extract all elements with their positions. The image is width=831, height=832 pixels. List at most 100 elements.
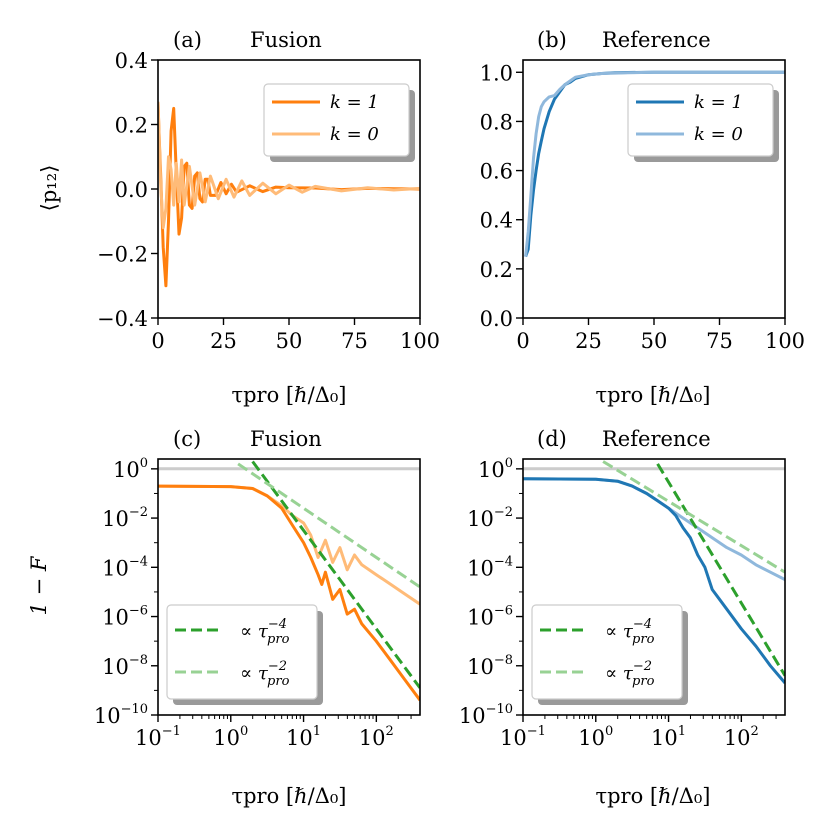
tick-base: 10 <box>135 726 162 750</box>
legend-label: ∝ τ−4 pro <box>240 617 290 647</box>
tick-exp: 0 <box>240 724 248 739</box>
legend-label: k = 1 <box>330 92 379 113</box>
tick-base: 10 <box>467 655 494 679</box>
series-line <box>524 70 785 257</box>
tick-base: 10 <box>213 726 240 750</box>
panel-d-ytick-label: 10−2 <box>467 505 513 531</box>
panel-d-plot-area <box>523 460 785 684</box>
tick-exp: −8 <box>129 653 148 668</box>
panel-c-ytick-label: 10−8 <box>102 653 148 679</box>
panel-a-title: Fusion <box>250 28 322 52</box>
legend-sub: pro <box>632 674 655 689</box>
panel-c-ytick-label: 10−6 <box>102 604 148 630</box>
panel-d-xtick-label: 10−1 <box>500 724 546 750</box>
legend-text: ∝ τ <box>240 663 269 684</box>
panel-b-title: Reference <box>602 28 711 52</box>
tick-exp: 2 <box>751 724 759 739</box>
panel-b-ytick-label: 0.6 <box>480 160 513 184</box>
tick-base: 10 <box>102 606 129 630</box>
legend-sup: −4 <box>268 617 287 632</box>
series-line <box>158 101 420 288</box>
panel-d-xtick-label: 102 <box>724 724 759 750</box>
tick-exp: −2 <box>494 505 513 520</box>
panel-b-xlabel: τpro [ℏ/Δ₀] <box>596 383 711 407</box>
panel-d-xtick-labels: 10−1 100 101 102 <box>500 724 759 750</box>
panel-c-xtick-label: 100 <box>213 724 248 750</box>
panel-a-xlabel: τpro [ℏ/Δ₀] <box>232 383 347 407</box>
tick-base: 10 <box>651 726 678 750</box>
panel-c-plot-area <box>158 460 420 702</box>
panel-a-ticks <box>151 59 421 325</box>
tick-base: 10 <box>467 556 494 580</box>
legend-label: k = 1 <box>694 92 743 113</box>
panel-d-ytick-label: 10−6 <box>467 604 513 630</box>
panel-c-ytick-label: 10−10 <box>94 702 148 728</box>
tick-base: 10 <box>467 606 494 630</box>
panel-b-plot-area <box>524 70 785 258</box>
legend-box <box>166 604 318 700</box>
legend-sup: −4 <box>633 617 652 632</box>
panel-b-ytick-label: 1.0 <box>480 61 513 85</box>
series-line <box>523 477 785 581</box>
series-line <box>251 460 420 689</box>
panel-d-frame <box>522 458 786 716</box>
tick-exp: −4 <box>129 554 148 569</box>
legend-label: ∝ τ−4 pro <box>605 617 655 647</box>
panel-a-ytick-label: −0.4 <box>97 307 148 331</box>
panel-c-ytick-labels: 100 10−2 10−4 10−6 10−8 10−10 <box>94 456 148 728</box>
legend-label: ∝ τ−2 pro <box>605 659 655 689</box>
tick-exp: −6 <box>129 604 148 619</box>
panel-b-ytick-labels: 1.0 0.8 0.6 0.4 0.2 0.0 <box>480 61 513 331</box>
tick-exp: −1 <box>527 724 546 739</box>
tick-base: 10 <box>102 655 129 679</box>
panel-d-ytick-label: 100 <box>478 456 513 482</box>
panel-a-ytick-label: 0.2 <box>115 114 148 138</box>
panel-b-frame <box>522 59 786 319</box>
tick-exp: 0 <box>505 456 513 471</box>
panel-d-ytick-label: 10−8 <box>467 653 513 679</box>
series-line <box>158 101 420 230</box>
tick-exp: −6 <box>494 604 513 619</box>
panel-a-xtick-label: 25 <box>210 329 237 353</box>
series-line <box>158 484 420 702</box>
panel-a-xtick-label: 100 <box>400 329 440 353</box>
panel-d-xtick-label: 101 <box>651 724 686 750</box>
tick-exp: 2 <box>386 724 394 739</box>
panel-c-xtick-label: 10−1 <box>135 724 181 750</box>
legend-text: ∝ τ <box>605 621 634 642</box>
tick-exp: −10 <box>486 702 513 717</box>
panel-a-label: (a) <box>173 28 202 52</box>
tick-base: 10 <box>286 726 313 750</box>
tick-exp: 1 <box>678 724 686 739</box>
tick-base: 10 <box>459 704 486 728</box>
panel-d: (d) Reference τpro [ℏ/Δ₀] 10−1 100 101 1… <box>459 427 786 808</box>
panel-b-legend: k = 1 k = 0 <box>627 83 779 162</box>
tick-base: 10 <box>102 556 129 580</box>
panel-b-ytick-label: 0.2 <box>480 258 513 282</box>
panel-c-xtick-labels: 10−1 100 101 102 <box>135 724 394 750</box>
panel-c-ytick-label: 10−2 <box>102 505 148 531</box>
panel-b: (b) Reference τpro [ℏ/Δ₀] 0 25 50 75 100… <box>480 28 805 407</box>
tick-exp: −8 <box>494 653 513 668</box>
panel-a-xtick-label: 75 <box>341 329 368 353</box>
panel-c-label: (c) <box>173 427 201 451</box>
legend-box <box>531 604 683 700</box>
panel-c-ylabel: 1 − F <box>27 555 51 615</box>
legend-label: k = 0 <box>330 124 379 145</box>
panel-a-xtick-label: 50 <box>276 329 303 353</box>
panel-b-ytick-label: 0.8 <box>480 110 513 134</box>
series-line <box>656 463 785 677</box>
panel-a-ylabel: ⟨p₁₂⟩ <box>37 165 61 212</box>
panel-b-ticks <box>516 71 786 325</box>
tick-base: 10 <box>102 507 129 531</box>
tick-base: 10 <box>500 726 527 750</box>
panel-a-legend: k = 1 k = 0 <box>263 83 415 162</box>
series-line <box>523 477 785 684</box>
panel-a-ytick-labels: 0.4 0.2 0.0 −0.2 −0.4 <box>97 49 148 331</box>
legend-text: ∝ τ <box>605 663 634 684</box>
panel-a-ytick-label: 0.0 <box>115 178 148 202</box>
panel-b-xtick-label: 75 <box>706 329 733 353</box>
tick-exp: −1 <box>162 724 181 739</box>
panel-a-frame <box>157 59 421 319</box>
